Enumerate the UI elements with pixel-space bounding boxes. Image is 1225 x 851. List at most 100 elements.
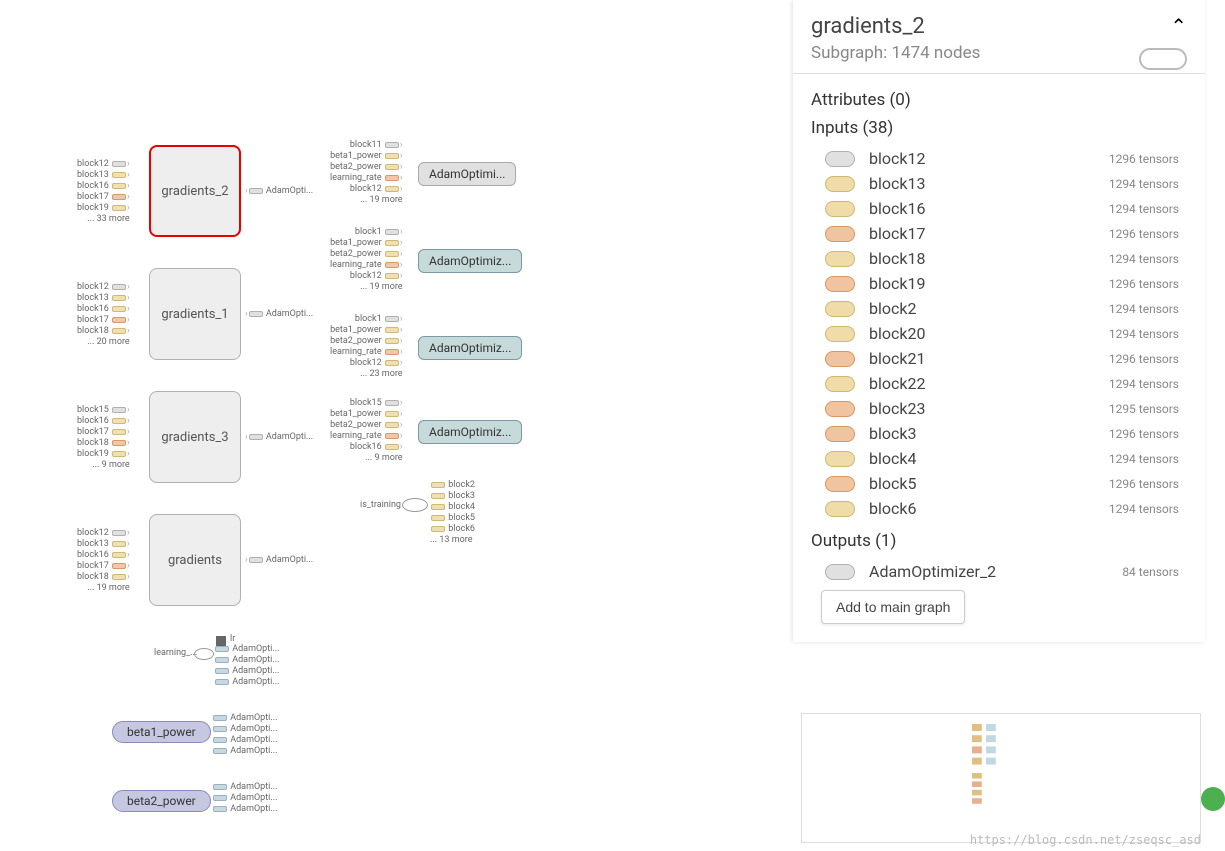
graph-node-gradients_2[interactable]: gradients_2 <box>149 145 241 237</box>
edge-label: block19 › <box>77 449 130 460</box>
tensor-count: 1296 tensors <box>1109 352 1179 366</box>
panel-subtitle: Subgraph: 1474 nodes <box>811 43 1187 63</box>
list-item[interactable]: AdamOptimizer_284 tensors <box>811 559 1187 584</box>
item-name: block3 <box>869 424 1109 443</box>
edge-label: learning_rate › <box>330 431 403 442</box>
panel-title: gradients_2 <box>811 14 1187 39</box>
add-to-main-graph-button[interactable]: Add to main graph <box>821 590 965 624</box>
tensor-count: 1295 tensors <box>1109 402 1179 416</box>
graph-node-gradients_3[interactable]: gradients_3 <box>149 391 241 483</box>
list-item[interactable]: block121296 tensors <box>811 146 1187 171</box>
edge-more: ... 23 more <box>330 369 403 380</box>
edge-label: block16 › <box>77 304 130 315</box>
edge-label: block17 › <box>77 561 130 572</box>
edge-label: block2 <box>430 480 475 491</box>
is-training-node[interactable] <box>402 498 428 512</box>
panel-header: gradients_2 Subgraph: 1474 nodes ⌃ <box>793 0 1205 74</box>
edge-label: block15 › <box>330 398 403 409</box>
edge-label: AdamOpti... <box>212 793 277 804</box>
watermark: https://blog.csdn.net/zseqsc_asd <box>970 833 1201 847</box>
list-item[interactable]: block61294 tensors <box>811 496 1187 521</box>
list-item[interactable]: block211296 tensors <box>811 346 1187 371</box>
edge-more: ... 19 more <box>77 583 130 594</box>
help-icon[interactable] <box>1201 787 1225 811</box>
graph-canvas[interactable]: gradients_2block12 ›block13 ›block16 ›bl… <box>0 0 790 851</box>
edge-more: ... 19 more <box>330 282 403 293</box>
graph-node-gradients[interactable]: gradients <box>149 514 241 606</box>
graph-node-adam[interactable]: AdamOptimiz... <box>418 420 522 444</box>
tensor-count: 1296 tensors <box>1109 427 1179 441</box>
graph-node-beta1_power[interactable]: beta1_power <box>112 721 211 743</box>
tensor-count: 1296 tensors <box>1109 152 1179 166</box>
edge-label: block12 › <box>330 184 403 195</box>
list-item[interactable]: block171296 tensors <box>811 221 1187 246</box>
list-item[interactable]: block31296 tensors <box>811 421 1187 446</box>
graph-node-adam[interactable]: AdamOptimi... <box>418 162 516 186</box>
edge-label: beta1_power › <box>330 151 403 162</box>
tensor-count: 1294 tensors <box>1109 202 1179 216</box>
list-item[interactable]: block221294 tensors <box>811 371 1187 396</box>
edge-label: beta1_power › <box>330 409 403 420</box>
list-item[interactable]: block21294 tensors <box>811 296 1187 321</box>
graph-node-beta2_power[interactable]: beta2_power <box>112 790 211 812</box>
inputs-list[interactable]: block121296 tensorsblock131294 tensorsbl… <box>811 146 1187 521</box>
list-item[interactable]: block231295 tensors <box>811 396 1187 421</box>
tensor-count: 1296 tensors <box>1109 277 1179 291</box>
tensor-count: 1296 tensors <box>1109 227 1179 241</box>
list-item[interactable]: block191296 tensors <box>811 271 1187 296</box>
edge-label: block5 <box>430 513 475 524</box>
item-name: AdamOptimizer_2 <box>869 562 1122 581</box>
minimap[interactable] <box>801 713 1201 843</box>
edge-label: block18 › <box>77 326 130 337</box>
color-swatch-icon <box>825 401 855 417</box>
list-item[interactable]: block41294 tensors <box>811 446 1187 471</box>
learning-rate-label: learning_... <box>154 648 197 659</box>
item-name: block12 <box>869 149 1109 168</box>
edge-label: AdamOpti... <box>212 713 277 724</box>
edge-label: block17 › <box>77 315 130 326</box>
edge-label: block15 › <box>77 405 130 416</box>
collapse-icon[interactable]: ⌃ <box>1170 14 1187 38</box>
edge-more: ... 9 more <box>77 460 130 471</box>
edge-label: block4 <box>430 502 475 513</box>
edge-label: AdamOpti... <box>212 735 277 746</box>
attributes-header: Attributes (0) <box>811 90 1187 110</box>
graph-node-adam[interactable]: AdamOptimiz... <box>418 336 522 360</box>
edge-label: block1 › <box>330 227 403 238</box>
item-name: block22 <box>869 374 1109 393</box>
is-training-label: is_training <box>360 500 401 511</box>
list-item[interactable]: block51296 tensors <box>811 471 1187 496</box>
color-swatch-icon <box>825 276 855 292</box>
edge-label: › AdamOpti... <box>245 186 313 197</box>
graph-node-gradients_1[interactable]: gradients_1 <box>149 268 241 360</box>
item-name: block20 <box>869 324 1109 343</box>
edge-label: block18 › <box>77 572 130 583</box>
color-swatch-icon <box>825 201 855 217</box>
edge-label: block12 › <box>77 528 130 539</box>
edge-label: › AdamOpti... <box>245 309 313 320</box>
learning-rate-node[interactable] <box>194 648 214 660</box>
node-shape-icon <box>1139 48 1187 70</box>
edge-label: block12 › <box>330 358 403 369</box>
edge-more: ... 19 more <box>330 195 403 206</box>
list-item[interactable]: block161294 tensors <box>811 196 1187 221</box>
edge-label: AdamOpti... <box>212 804 277 815</box>
edge-label: learning_rate › <box>330 347 403 358</box>
color-swatch-icon <box>825 251 855 267</box>
color-swatch-icon <box>825 426 855 442</box>
edge-label: AdamOpti... <box>212 724 277 735</box>
color-swatch-icon <box>825 351 855 367</box>
tensor-count: 1294 tensors <box>1109 177 1179 191</box>
list-item[interactable]: block201294 tensors <box>811 321 1187 346</box>
list-item[interactable]: block131294 tensors <box>811 171 1187 196</box>
list-item[interactable]: block181294 tensors <box>811 246 1187 271</box>
color-swatch-icon <box>825 176 855 192</box>
graph-node-adam[interactable]: AdamOptimiz... <box>418 249 522 273</box>
edge-label: block19 › <box>77 203 130 214</box>
edge-label: block17 › <box>77 427 130 438</box>
edge-label: AdamOpti... <box>212 782 277 793</box>
edge-label: block16 › <box>77 416 130 427</box>
item-name: block16 <box>869 199 1109 218</box>
edge-label: block16 › <box>77 181 130 192</box>
edge-label: block16 › <box>77 550 130 561</box>
